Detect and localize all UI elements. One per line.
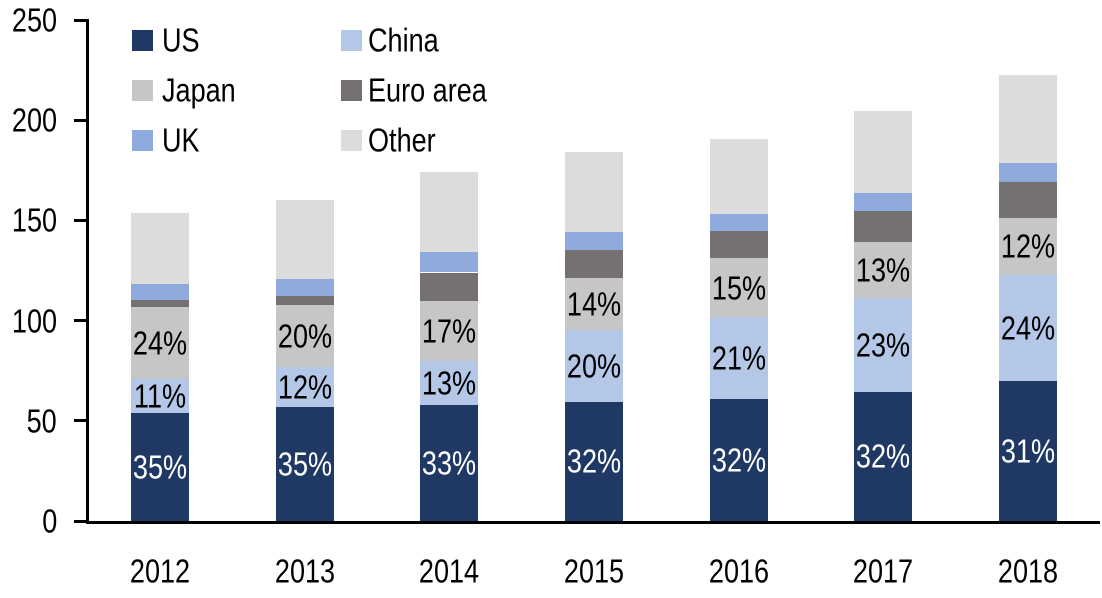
- bar-segment-china-2017: [854, 297, 913, 392]
- bar-segment-china-2013: [275, 366, 334, 407]
- y-axis-tick-label-150: 150: [11, 201, 57, 239]
- data-label-china-2018: 24%: [1000, 309, 1055, 347]
- legend-swatch-us: [132, 29, 153, 51]
- y-axis-tick-100: [74, 319, 86, 323]
- data-label-china-2014: 13%: [422, 364, 477, 402]
- bar-segment-japan-2017: [854, 242, 913, 298]
- data-label-china-2013: 12%: [277, 368, 332, 406]
- bar-segment-uk-2015: [565, 232, 623, 251]
- legend-swatch-euro-area: [341, 79, 362, 101]
- bar-segment-euro-area-2013: [275, 295, 334, 305]
- bar-segment-other-2012: [131, 213, 190, 284]
- bar-segment-other-2017: [854, 111, 913, 194]
- bar-segment-other-2014: [420, 172, 479, 253]
- y-axis-line: [86, 19, 89, 524]
- bar-segment-uk-2016: [709, 214, 768, 232]
- y-axis-tick-label-250: 250: [11, 1, 57, 39]
- bar-segment-uk-2012: [131, 283, 190, 300]
- data-label-us-2014: 33%: [422, 444, 477, 482]
- y-axis-tick-150: [74, 218, 86, 222]
- bar-segment-us-2018: [998, 380, 1057, 521]
- bar-segment-us-2016: [709, 398, 768, 521]
- bar-segment-us-2013: [275, 406, 334, 521]
- y-axis-tick-50: [74, 419, 86, 423]
- legend-label-euro-area: Euro area: [368, 71, 487, 109]
- bar-segment-uk-2014: [420, 252, 479, 273]
- y-axis-tick-200: [74, 118, 86, 122]
- bar-segment-us-2015: [565, 401, 623, 521]
- data-label-japan-2016: 15%: [711, 269, 766, 307]
- bar-segment-euro-area-2015: [565, 250, 623, 278]
- bar-segment-japan-2018: [998, 218, 1057, 275]
- legend-label-china: China: [368, 21, 439, 59]
- bar-segment-china-2016: [709, 316, 768, 399]
- bar-segment-china-2012: [131, 378, 190, 413]
- bar-segment-us-2017: [854, 391, 913, 521]
- data-label-china-2015: 20%: [566, 347, 622, 385]
- bar-segment-other-2016: [709, 139, 768, 215]
- data-label-japan-2013: 20%: [277, 317, 332, 355]
- x-axis-label-2014: 2014: [419, 552, 480, 590]
- data-label-china-2012: 11%: [134, 377, 187, 415]
- bar-segment-japan-2012: [131, 306, 190, 379]
- bar-segment-china-2015: [565, 329, 623, 402]
- data-label-japan-2015: 14%: [566, 285, 622, 323]
- bar-segment-uk-2017: [854, 193, 913, 212]
- data-label-us-2012: 35%: [133, 448, 188, 486]
- bar-segment-japan-2015: [565, 277, 623, 330]
- data-label-china-2017: 23%: [856, 326, 911, 364]
- data-label-japan-2014: 17%: [422, 312, 477, 350]
- legend-label-other: Other: [368, 121, 436, 159]
- legend-swatch-china: [341, 29, 362, 51]
- bar-segment-us-2012: [131, 412, 190, 521]
- bar-segment-euro-area-2012: [131, 299, 190, 307]
- bar-segment-euro-area-2018: [998, 182, 1057, 219]
- y-axis-tick-label-50: 50: [26, 402, 57, 440]
- bar-segment-euro-area-2014: [420, 272, 479, 301]
- bar-segment-japan-2013: [275, 304, 334, 367]
- bar-segment-us-2014: [420, 404, 479, 521]
- bar-segment-japan-2016: [709, 258, 768, 317]
- data-label-us-2013: 35%: [277, 445, 332, 483]
- y-axis-tick-label-0: 0: [41, 502, 57, 540]
- legend-label-uk: UK: [162, 121, 200, 159]
- x-axis-label-2018: 2018: [997, 552, 1058, 590]
- x-axis-label-2017: 2017: [853, 552, 914, 590]
- data-label-japan-2018: 12%: [1000, 227, 1055, 265]
- bar-segment-uk-2013: [275, 278, 334, 296]
- bar-segment-japan-2014: [420, 300, 479, 361]
- data-label-us-2016: 32%: [711, 441, 766, 479]
- legend-swatch-japan: [132, 79, 153, 101]
- bar-segment-other-2015: [565, 152, 623, 233]
- x-axis-label-2013: 2013: [274, 552, 335, 590]
- x-axis-label-2012: 2012: [130, 552, 191, 590]
- legend-swatch-uk: [132, 129, 153, 151]
- bar-segment-other-2013: [275, 200, 334, 279]
- y-axis-tick-label-200: 200: [11, 101, 57, 139]
- y-axis-tick-0: [74, 519, 86, 523]
- data-label-us-2017: 32%: [856, 437, 911, 475]
- legend-label-us: US: [162, 21, 200, 59]
- data-label-us-2018: 31%: [1000, 432, 1055, 470]
- data-label-china-2016: 21%: [711, 339, 766, 377]
- x-axis-label-2015: 2015: [563, 552, 625, 590]
- x-axis-line: [86, 521, 1100, 524]
- data-label-us-2015: 32%: [566, 442, 622, 480]
- bar-segment-uk-2018: [998, 163, 1057, 183]
- bar-segment-other-2018: [998, 75, 1057, 164]
- legend-swatch-other: [341, 129, 362, 151]
- bar-segment-euro-area-2017: [854, 211, 913, 243]
- y-axis-tick-label-100: 100: [11, 302, 57, 340]
- legend-label-japan: Japan: [162, 71, 236, 109]
- y-axis-tick-250: [74, 18, 86, 22]
- bar-segment-euro-area-2016: [709, 231, 768, 259]
- bar-segment-china-2014: [420, 360, 479, 405]
- x-axis-label-2016: 2016: [708, 552, 769, 590]
- bar-segment-china-2018: [998, 274, 1057, 381]
- data-label-japan-2017: 13%: [856, 251, 911, 289]
- data-label-japan-2012: 24%: [133, 324, 188, 362]
